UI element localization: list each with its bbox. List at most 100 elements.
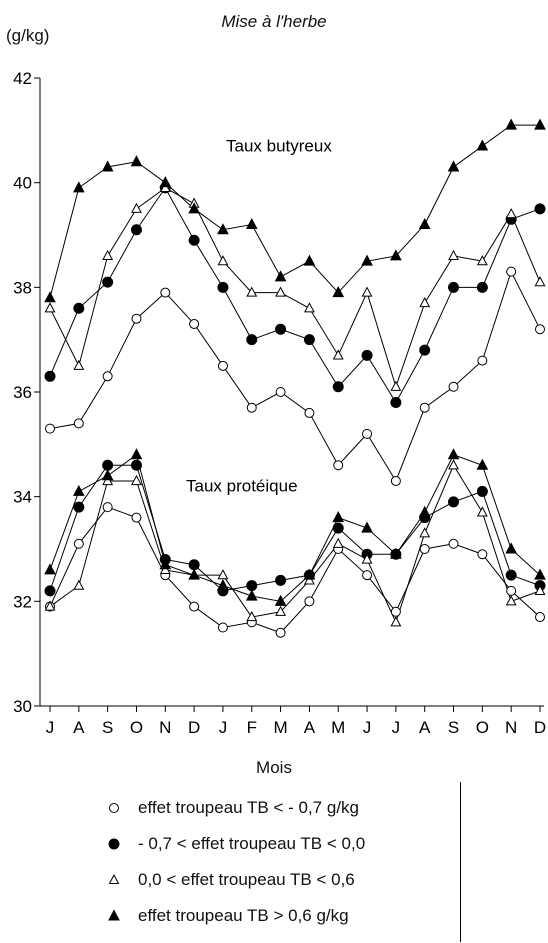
data-point-circle-open [217,360,228,371]
legend-item-circle-filled: - 0,7 < effet troupeau TB < 0,0 [100,826,460,862]
data-point-triangle-open [159,181,171,192]
data-point-circle-filled [332,381,344,393]
x-tick-label: N [159,718,171,737]
data-point-circle-filled [44,585,56,597]
data-point-circle-filled [275,574,287,586]
data-point-circle-open [189,318,200,329]
data-point-circle-open [304,596,315,607]
data-point-triangle-open [73,359,85,370]
data-point-triangle-open [44,600,56,611]
x-tick-label: F [247,718,257,737]
annotation-taux-butyreux: Taux butyreux [226,136,332,155]
data-point-circle-filled [102,276,114,288]
legend: effet troupeau TB < - 0,7 g/kg - 0,7 < e… [100,790,460,934]
data-point-triangle-open [505,208,517,219]
data-point-triangle-filled [447,448,460,460]
data-point-triangle-open [332,349,344,360]
triangle-filled-marker-icon [108,909,120,921]
data-point-circle-open [362,570,373,581]
data-point-circle-open [477,549,488,560]
data-point-triangle-open [44,302,56,313]
series-line-4 [49,506,541,634]
y-tick-label: 32 [13,592,32,611]
data-point-circle-open [45,423,55,434]
data-point-triangle-open [246,286,258,297]
data-point-triangle-filled [418,505,431,517]
y-tick-label: 34 [13,488,32,507]
y-tick-label: 30 [13,697,32,716]
data-point-circle-filled [332,522,344,534]
data-point-triangle-filled [390,547,402,559]
series-line-1 [49,186,541,404]
data-point-circle-open [275,387,286,397]
data-point-triangle-filled [332,511,345,523]
data-point-circle-open [333,460,344,471]
x-tick-label: S [448,718,459,737]
data-point-triangle-filled [476,139,489,151]
data-point-triangle-filled [390,249,402,261]
data-point-circle-filled [102,459,114,471]
data-point-triangle-open [102,474,114,486]
data-point-circle-filled [130,459,142,471]
data-point-circle-open [362,428,373,439]
legend-item-triangle-filled: effet troupeau TB > 0,6 g/kg [100,898,460,934]
data-point-triangle-open [159,563,171,575]
data-point-triangle-filled [130,448,143,460]
data-point-circle-filled [188,234,200,246]
data-point-triangle-filled [361,521,373,533]
data-point-triangle-open [303,302,315,313]
data-point-triangle-filled [245,217,258,230]
data-point-triangle-open [131,202,142,213]
chart-subtitle: Mise à l'herbe [221,12,327,31]
data-point-circle-open [160,287,171,298]
data-point-triangle-open [534,584,546,595]
data-point-triangle-filled [188,568,200,580]
legend-label: effet troupeau TB > 0,6 g/kg [138,906,349,925]
data-point-triangle-filled [476,458,489,470]
data-point-triangle-open [275,605,287,616]
data-point-circle-filled [275,323,287,335]
data-point-triangle-filled [505,542,518,554]
data-point-triangle-filled [217,223,229,235]
data-point-circle-filled [246,580,258,592]
series-line-0 [49,270,541,483]
data-point-circle-open [448,381,459,392]
data-point-circle-open [477,355,488,366]
data-point-circle-open [506,585,517,596]
data-point-circle-open [189,601,200,612]
data-point-triangle-open [476,255,488,266]
data-point-circle-filled [476,281,488,293]
x-tick-label: J [363,718,372,737]
data-point-triangle-open [505,595,517,606]
y-tick-label: 36 [13,383,32,402]
data-point-triangle-filled [303,254,316,266]
x-tick-label: A [304,718,316,737]
data-point-triangle-open [73,579,85,590]
data-point-circle-filled [44,370,56,382]
data-point-triangle-open [217,569,229,580]
data-point-triangle-open [275,286,287,297]
data-point-triangle-open [419,527,431,538]
data-point-circle-open [246,402,257,413]
data-point-circle-open [390,606,401,617]
data-point-circle-filled [534,203,546,215]
data-point-triangle-open [131,474,142,486]
data-point-triangle-filled [217,579,229,591]
y-tick-label: 40 [13,174,32,193]
data-point-triangle-filled [534,118,546,130]
x-tick-label: A [73,718,85,737]
x-tick-label: J [392,718,401,737]
data-point-triangle-filled [72,181,85,193]
data-point-triangle-open [303,574,315,585]
data-point-circle-open [275,627,286,638]
data-point-circle-filled [505,569,517,581]
data-point-triangle-open [419,296,431,308]
data-point-triangle-filled [101,469,114,481]
data-point-circle-filled [217,281,229,293]
data-point-triangle-open [332,537,344,548]
x-tick-label: O [130,718,143,737]
data-point-circle-open [73,418,84,429]
data-point-circle-open [102,502,113,513]
data-point-circle-filled [448,496,460,508]
